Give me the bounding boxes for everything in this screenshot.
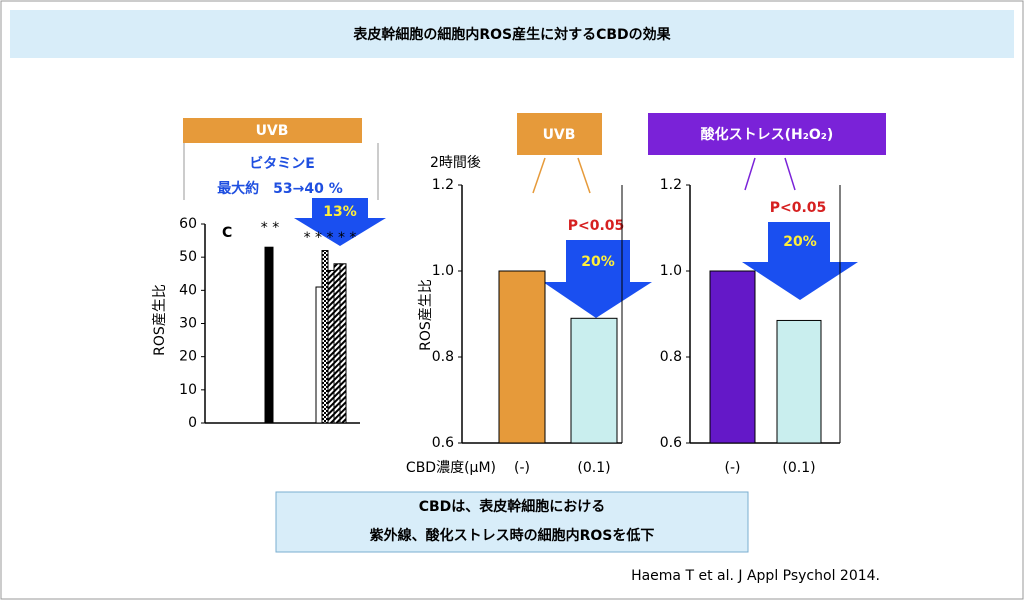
bar — [333, 263, 341, 424]
reduction-arrow — [742, 222, 858, 300]
y-tick-label: 0.8 — [432, 349, 454, 365]
y-tick-label: 0.8 — [660, 349, 682, 365]
x-tick-label: (0.1) — [577, 460, 610, 476]
bar — [498, 270, 546, 444]
x-tick-label: (-) — [514, 460, 530, 476]
reduction-arrow — [294, 198, 386, 246]
bar — [321, 250, 329, 424]
y-tick-label: 40 — [179, 282, 197, 298]
bar — [570, 317, 618, 444]
y-tick-label: 30 — [179, 316, 197, 332]
conclusion-line: 紫外線、酸化ストレス時の細胞内ROSを低下 — [370, 527, 655, 544]
y-tick-label: 0.6 — [432, 435, 454, 451]
note: 最大約 53→40 % — [217, 180, 343, 197]
reduction-arrow — [543, 240, 652, 318]
y-tick-label: 1.2 — [660, 177, 682, 193]
condition-label: UVB — [543, 127, 576, 143]
y-axis-label: ROS産生比 — [152, 284, 168, 356]
bar — [264, 246, 274, 424]
significance: P<0.05 — [770, 200, 827, 216]
condition-label: 酸化ストレス(H₂O₂) — [701, 126, 834, 143]
y-tick-label: 0.6 — [660, 435, 682, 451]
pointer — [577, 157, 591, 194]
y-tick-label: 1.2 — [432, 177, 454, 193]
y-tick-label: 50 — [179, 249, 197, 265]
slide-title: 表皮幹細胞の細胞内ROS産生に対するCBDの効果 — [352, 26, 671, 43]
bar — [776, 319, 822, 444]
reduction-label: 13% — [323, 204, 357, 220]
significance: * * — [261, 220, 279, 236]
y-tick-label: 60 — [179, 216, 197, 232]
condition-label: UVB — [256, 123, 289, 139]
condition-box — [648, 113, 886, 155]
bar — [339, 263, 347, 424]
x-tick-label: (0.1) — [782, 460, 815, 476]
treatment-label: ビタミンE — [249, 156, 315, 172]
y-axis-label: ROS産生比 — [418, 279, 434, 351]
title-band — [10, 10, 1014, 58]
bar — [327, 269, 335, 424]
pointer — [744, 157, 756, 191]
pointer — [532, 157, 546, 194]
bar — [315, 286, 323, 424]
bar — [709, 270, 756, 444]
y-tick-label: 1.0 — [432, 263, 454, 279]
y-tick-label: 0 — [188, 415, 197, 431]
pointer — [784, 157, 796, 191]
conclusion-line: CBDは、表皮幹細胞における — [419, 498, 606, 515]
citation: Haema T et al. J Appl Psychol 2014. — [631, 568, 880, 584]
condition-box — [517, 113, 602, 155]
significance: P<0.05 — [568, 218, 625, 234]
y-tick-label: 20 — [179, 349, 197, 365]
conclusion-box — [275, 491, 749, 553]
y-tick-label: 1.0 — [660, 263, 682, 279]
x-axis-label: CBD濃度(μM) — [406, 460, 496, 476]
time-label: 2時間後 — [430, 155, 481, 171]
reduction-label: 20% — [783, 234, 817, 250]
panel-label: C — [222, 225, 232, 241]
y-tick-label: 10 — [179, 382, 197, 398]
condition-box — [183, 118, 362, 143]
x-tick-label: (-) — [725, 460, 741, 476]
significance: * * * * * — [304, 230, 357, 246]
reduction-label: 20% — [581, 254, 615, 270]
